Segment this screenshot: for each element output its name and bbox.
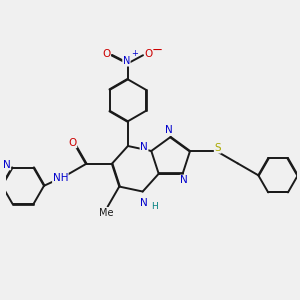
Text: S: S (214, 143, 221, 153)
Text: NH: NH (52, 173, 68, 183)
Text: N: N (140, 198, 148, 208)
Text: +: + (131, 49, 138, 58)
Text: N: N (3, 160, 10, 170)
Text: N: N (180, 175, 188, 185)
Text: −: − (152, 44, 163, 56)
Text: Me: Me (99, 208, 113, 218)
Text: O: O (68, 138, 77, 148)
Text: N: N (123, 56, 130, 66)
Text: O: O (102, 49, 110, 59)
Text: O: O (145, 49, 153, 59)
Text: N: N (140, 142, 148, 152)
Text: H: H (151, 202, 158, 211)
Text: N: N (165, 124, 173, 135)
